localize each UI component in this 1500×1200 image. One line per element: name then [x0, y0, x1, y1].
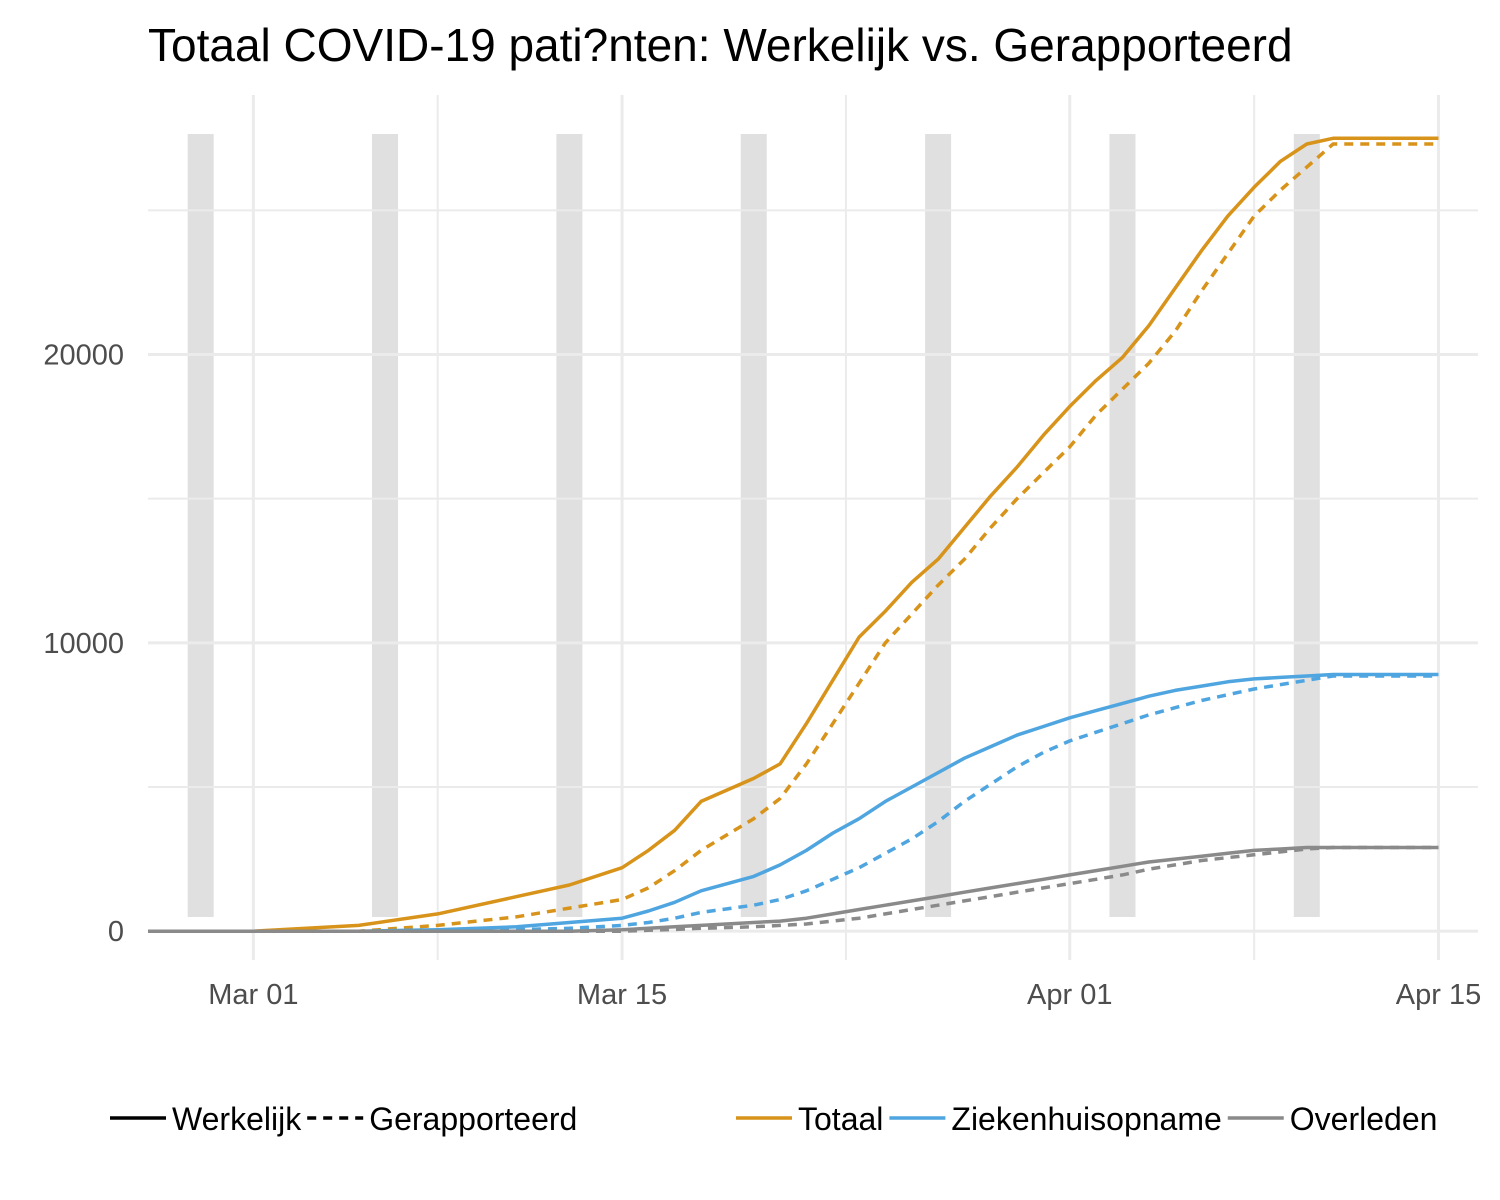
x-tick-label: Apr 01 [1027, 979, 1112, 1011]
x-tick-label: Apr 15 [1396, 979, 1481, 1011]
y-axis-ticks: 0 10000 20000 [43, 340, 124, 949]
legend: Werkelijk Gerapporteerd Totaal Ziekenhuisop… [110, 1101, 1437, 1137]
gridlines [148, 95, 1478, 960]
legend-label-ziekenhuisopname: Ziekenhuisopname [951, 1101, 1221, 1137]
series-line-overleden-gerapporteerd [148, 845, 1439, 933]
legend-label-gerapporteerd: Gerapporteerd [369, 1101, 577, 1137]
weekend-band [1293, 134, 1320, 917]
weekend-bands [187, 134, 1320, 917]
x-axis-ticks: Mar 01 Mar 15 Apr 01 Apr 15 [208, 979, 1481, 1011]
weekend-band [372, 134, 399, 917]
legend-label-werkelijk: Werkelijk [172, 1101, 302, 1137]
y-tick-label: 20000 [43, 340, 124, 372]
legend-label-totaal: Totaal [798, 1101, 883, 1137]
x-tick-label: Mar 01 [208, 979, 298, 1011]
weekend-band [1109, 134, 1136, 917]
weekend-band [925, 134, 952, 917]
series-lines [148, 136, 1439, 933]
x-tick-label: Mar 15 [577, 979, 667, 1011]
legend-label-overleden: Overleden [1290, 1101, 1438, 1137]
series-line-totaal-werkelijk [148, 136, 1439, 933]
y-tick-label: 10000 [43, 628, 124, 660]
weekend-band [556, 134, 583, 917]
series-line-totaal-gerapporteerd [148, 142, 1439, 933]
series-line-ziekenhuisopname-werkelijk [148, 672, 1439, 933]
y-tick-label: 0 [108, 916, 124, 948]
series-line-ziekenhuisopname-gerapporteerd [148, 674, 1439, 933]
chart-title: Totaal COVID-19 pati?nten: Werkelijk vs.… [148, 19, 1293, 71]
series-line-overleden-werkelijk [148, 845, 1439, 933]
weekend-band [187, 134, 214, 917]
weekend-band [740, 134, 767, 917]
